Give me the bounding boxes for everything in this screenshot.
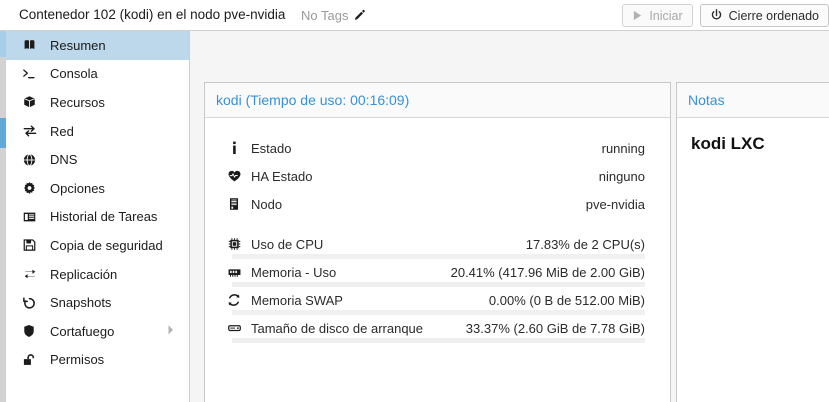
network-arrows-icon xyxy=(22,123,41,139)
status-row-label: HA Estado xyxy=(251,168,313,184)
progress-track-disco xyxy=(232,338,645,343)
page-header: Contenedor 102 (kodi) en el nodo pve-nvi… xyxy=(0,0,829,31)
sidebar-item-label: Replicación xyxy=(50,266,118,282)
cube-icon xyxy=(22,94,41,110)
sidebar-item-label: Snapshots xyxy=(50,295,112,311)
sync-icon xyxy=(22,266,41,282)
gauge-row-label: Tamaño de disco de arranque xyxy=(251,320,424,336)
status-row-value: ninguno xyxy=(598,168,645,184)
status-row-nodo: Nodo pve-nvidia xyxy=(224,190,645,218)
sidebar-item-dns[interactable]: DNS xyxy=(6,145,189,174)
list-icon xyxy=(22,209,41,225)
start-button-label: Iniciar xyxy=(649,8,683,23)
notes-panel: Notas kodi LXC xyxy=(676,82,829,402)
gauge-row-value: 0.00% (0 B de 512.00 MiB) xyxy=(488,292,645,308)
sidebar-item-cortafuego[interactable]: Cortafuego xyxy=(6,317,189,346)
tags-area[interactable]: No Tags xyxy=(301,8,366,23)
play-icon xyxy=(632,10,643,21)
start-button[interactable]: Iniciar xyxy=(622,4,693,27)
status-panel: kodi (Tiempo de uso: 00:16:09) Estado ru… xyxy=(204,82,671,402)
sidebar-item-recursos[interactable]: Recursos xyxy=(6,88,189,117)
sidebar-item-red[interactable]: Red xyxy=(6,117,189,146)
sidebar-item-label: Historial de Tareas xyxy=(50,209,158,225)
globe-icon xyxy=(22,152,41,168)
memory-icon xyxy=(224,264,244,280)
left-scrollbar-thumb-top[interactable] xyxy=(0,31,6,57)
sidebar-item-permisos[interactable]: Permisos xyxy=(6,346,189,375)
header-actions: Iniciar Cierre ordenado xyxy=(622,4,829,27)
sidebar-item-copia-de-seguridad[interactable]: Copia de seguridad xyxy=(6,231,189,260)
gauge-row-memoria: Memoria - Uso 20.41% (417.96 MiB de 2.00… xyxy=(224,258,645,287)
gauge-row-label: Uso de CPU xyxy=(251,236,324,252)
sidebar-item-label: Permisos xyxy=(50,352,105,368)
content-area: kodi (Tiempo de uso: 00:16:09) Estado ru… xyxy=(191,31,829,402)
sidebar-item-opciones[interactable]: Opciones xyxy=(6,174,189,203)
heartbeat-icon xyxy=(224,168,244,184)
unlock-icon xyxy=(22,352,41,368)
book-icon xyxy=(22,37,41,53)
left-scrollbar-thumb[interactable] xyxy=(0,118,6,148)
status-row-label: Estado xyxy=(251,140,292,156)
status-row-estado: Estado running xyxy=(224,134,645,162)
tags-label: No Tags xyxy=(301,8,349,23)
swap-icon xyxy=(224,292,244,308)
sidebar-item-label: Resumen xyxy=(50,37,106,53)
gear-icon xyxy=(22,180,41,196)
notes-panel-title: Notas xyxy=(688,92,725,108)
status-row-value: pve-nvidia xyxy=(585,196,645,212)
sidebar-item-resumen[interactable]: Resumen xyxy=(6,31,189,60)
progress-track-swap xyxy=(232,310,645,315)
gauge-row-value: 17.83% de 2 CPU(s) xyxy=(525,236,645,252)
sidebar-item-snapshots[interactable]: Snapshots xyxy=(6,288,189,317)
status-row-label: Nodo xyxy=(251,196,283,212)
progress-track-cpu xyxy=(232,254,645,259)
chevron-right-icon[interactable] xyxy=(167,324,175,339)
shutdown-button-label: Cierre ordenado xyxy=(728,8,819,23)
row-spacer xyxy=(224,218,645,230)
sidebar-item-label: Cortafuego xyxy=(50,323,115,339)
notes-panel-header: Notas xyxy=(677,83,829,118)
gauge-row-label: Memoria - Uso xyxy=(251,264,337,280)
save-icon xyxy=(22,237,41,253)
pencil-icon[interactable] xyxy=(353,9,366,22)
sidebar-item-label: Red xyxy=(50,123,74,139)
status-panel-header: kodi (Tiempo de uso: 00:16:09) xyxy=(205,83,670,118)
sidebar-item-historial-de-tareas[interactable]: Historial de Tareas xyxy=(6,203,189,232)
hdd-icon xyxy=(224,320,244,336)
sidebar-item-label: Consola xyxy=(50,66,98,82)
progress-track-memoria xyxy=(232,282,645,287)
sidebar-item-label: Copia de seguridad xyxy=(50,237,163,253)
sidebar-item-label: Opciones xyxy=(50,180,105,196)
shutdown-button[interactable]: Cierre ordenado xyxy=(699,4,829,27)
status-panel-body: Estado running HA Estado ninguno xyxy=(205,118,670,343)
status-row-ha-estado: HA Estado ninguno xyxy=(224,162,645,190)
gauge-row-swap: Memoria SWAP 0.00% (0 B de 512.00 MiB) xyxy=(224,286,645,315)
sidebar: Resumen Consola Recursos Red DNS xyxy=(6,31,190,402)
sidebar-item-label: DNS xyxy=(50,152,78,168)
history-icon xyxy=(22,295,41,311)
shield-icon xyxy=(22,323,41,339)
sidebar-item-label: Recursos xyxy=(50,94,105,110)
terminal-icon xyxy=(22,66,41,82)
status-rows: Estado running HA Estado ninguno xyxy=(205,118,670,343)
info-icon xyxy=(224,140,244,156)
cpu-icon xyxy=(224,236,244,252)
server-icon xyxy=(224,196,244,212)
notes-text: kodi LXC xyxy=(691,134,765,153)
notes-panel-body[interactable]: kodi LXC xyxy=(677,118,829,170)
left-scrollbar-track[interactable] xyxy=(0,31,6,402)
gauge-row-value: 20.41% (417.96 MiB de 2.00 GiB) xyxy=(450,264,645,280)
status-panel-title: kodi (Tiempo de uso: 00:16:09) xyxy=(216,92,410,108)
gauge-row-disco: Tamaño de disco de arranque 33.37% (2.60… xyxy=(224,314,645,343)
sidebar-item-replicacion[interactable]: Replicación xyxy=(6,260,189,289)
page-title: Contenedor 102 (kodi) en el nodo pve-nvi… xyxy=(19,7,286,22)
gauge-row-cpu: Uso de CPU 17.83% de 2 CPU(s) xyxy=(224,230,645,259)
sidebar-item-consola[interactable]: Consola xyxy=(6,60,189,89)
power-icon xyxy=(710,9,723,22)
gauge-row-value: 33.37% (2.60 GiB de 7.78 GiB) xyxy=(465,320,645,336)
gauge-row-label: Memoria SWAP xyxy=(251,292,343,308)
status-row-value: running xyxy=(601,140,645,156)
